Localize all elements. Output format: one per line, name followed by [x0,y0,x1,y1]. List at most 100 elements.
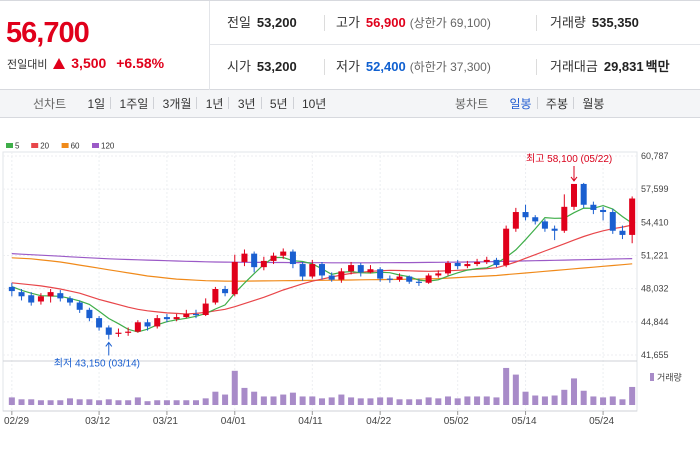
stat-prev-close: 전일 53,200 [227,1,297,45]
volume-bar [222,394,229,405]
y-tick-label: 48,032 [641,284,669,294]
candle-body [318,264,326,276]
legend-swatch [61,143,69,148]
candle-body [590,204,597,210]
y-tick-label: 41,655 [641,350,669,360]
stats-table: 전일 53,200 고가 56,900 (상한가 69,100) 거래량 535,350… [210,1,700,90]
volume-bar [183,400,190,405]
candle-body [512,212,519,229]
candle-body [464,264,471,267]
change-row: 전일대비 3,500 +6.58% [7,55,164,72]
candle-body [66,298,74,303]
stat-label: 시가 [227,59,251,74]
candle-body [386,278,393,280]
stat-value: 535,350 [591,15,639,30]
x-tick-label: 05/02 [444,416,469,427]
candle-chart-title: 봉차트 [455,97,489,111]
candle-body [522,212,529,218]
volume-bar [532,395,539,405]
volume-bar [299,396,306,405]
volume-bar [163,400,170,405]
candle-body [241,253,248,262]
candle-body [406,276,413,282]
arrow-down-icon [570,176,578,182]
stock-chart[interactable]: 5 20 60 120 최고 58,100 (05/22) 최저 43,150 (03/… [0,118,700,450]
divider [260,97,262,109]
volume-bar [144,401,151,405]
stat-sub: (하한가 37,300) [409,60,491,74]
volume-bar [212,391,219,405]
volume-bar [37,400,44,405]
tab-3y[interactable]: 3년 [237,97,256,111]
divider [292,97,294,109]
volume-bar [270,396,277,405]
candle-body [299,264,306,277]
volume-bar [386,397,393,405]
chart-grid [2,151,638,412]
tab-10y[interactable]: 10년 [301,97,327,111]
candle-body [37,296,44,302]
change-percent: +6.58% [116,55,165,71]
tab-daily[interactable]: 일봉 [509,97,532,111]
stat-value: 53,200 [256,59,297,74]
tab-1d[interactable]: 1일 [87,97,106,111]
candle-body [503,228,510,266]
volume-panel: 거래량 [8,367,682,405]
divider [196,97,198,109]
candle-body [222,289,229,294]
divider [324,59,325,75]
x-tick-label: 04/01 [221,416,246,427]
stat-label: 고가 [336,15,360,30]
volume-bar [629,386,636,405]
candle-body [425,275,432,283]
chart-tabs: 선차트 1일 1주일 3개월 1년 3년 5년 10년 봉차트 일봉 주봉 월봉 [0,90,700,118]
volume-bar [464,396,471,405]
volume-bar [367,398,374,405]
volume-bar [609,396,616,405]
tab-monthly[interactable]: 월봉 [582,97,605,111]
tab-3m[interactable]: 3개월 [162,97,192,111]
change-amount: 3,500 [71,55,107,71]
volume-bar [309,396,316,405]
stat-label: 전일 [227,15,251,30]
legend-swatch [31,143,39,148]
legend-swatch [92,143,99,148]
candle-body [532,217,539,222]
candle-body [415,281,422,283]
price-box: 56,700 전일대비 3,500 +6.58% [0,1,210,90]
divider [228,97,230,109]
volume-bar [8,397,15,405]
tab-weekly[interactable]: 주봉 [545,97,568,111]
volume-bar [570,378,578,405]
candle-body [260,260,267,268]
arrow-up-icon [105,341,113,347]
candle-body [8,286,15,292]
volume-bar [251,391,258,405]
ma-line-ma120 [11,253,633,264]
volume-bar [493,397,500,405]
tab-5y[interactable]: 5년 [269,97,288,111]
stat-value: 29,831 [603,59,644,74]
candle-body [396,276,403,280]
line-chart-tabs: 선차트 1일 1주일 3개월 1년 3년 5년 10년 [33,90,330,118]
y-tick-label: 54,410 [641,217,669,227]
volume-bar [115,400,122,405]
chart-legend: 5 20 60 120 [6,142,115,151]
volume-legend-swatch [650,373,654,381]
x-axis: 02/29 03/12 03/21 04/01 04/11 04/22 05/02 05/14… [3,410,637,427]
change-label: 전일대비 [7,59,48,71]
volume-bar [551,395,558,405]
volume-bar [483,396,490,405]
volume-bar [561,389,568,405]
tab-1y[interactable]: 1년 [205,97,224,111]
stat-label: 거래량 [550,15,586,30]
volume-bar [47,400,54,405]
volume-bar [280,394,287,405]
tab-1w[interactable]: 1주일 [119,97,149,111]
candle-body [435,273,442,276]
stat-high: 고가 56,900 (상한가 69,100) [336,1,491,45]
stat-low: 저가 52,400 (하한가 37,300) [336,45,491,89]
candle-body [231,261,238,295]
current-price: 56,700 [6,17,90,49]
volume-bar [18,399,25,405]
